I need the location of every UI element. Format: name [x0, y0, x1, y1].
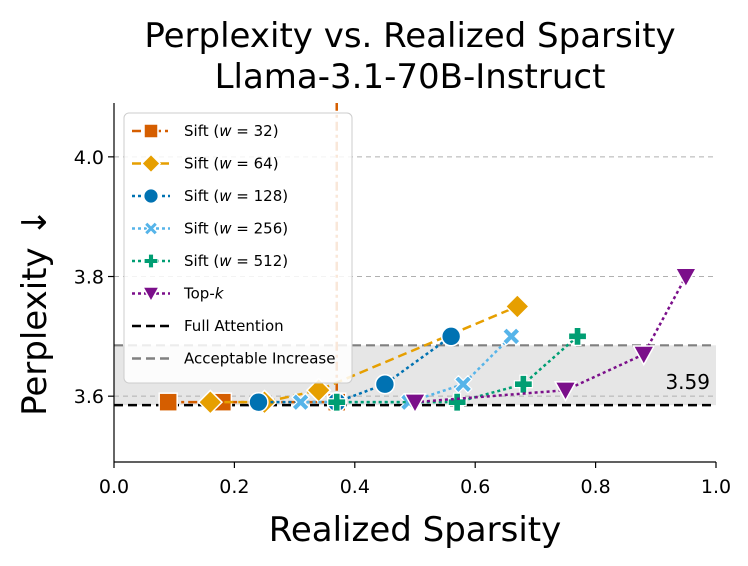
legend-label-0: Sift (w = 32) — [184, 122, 279, 140]
data-point-5-3 — [674, 267, 698, 289]
legend-marker-1 — [140, 153, 162, 174]
legend-marker-2 — [142, 187, 160, 205]
data-point-2-3 — [440, 326, 462, 347]
legend-marker-0 — [143, 123, 159, 139]
series-line-1 — [210, 305, 518, 404]
x-tick-label-2: 0.4 — [340, 476, 370, 498]
series-2 — [258, 335, 452, 404]
annotation-label: 3.59 — [665, 370, 710, 394]
x-axis-label: Realized Sparsity — [269, 510, 562, 550]
plot-area: 0.0 0.2 0.4 0.6 0.8 1.0 3.6 3.8 4.0 3.59 Sift (w =… — [74, 103, 731, 498]
series-line-5 — [414, 275, 687, 404]
legend-label-6: Full Attention — [184, 317, 284, 335]
data-point-5-2 — [632, 345, 656, 367]
chart-title: Perplexity vs. Realized Sparsity — [144, 16, 675, 56]
legend-marker-5 — [141, 286, 161, 304]
data-point-3-3 — [501, 326, 521, 346]
legend-marker-4 — [143, 253, 159, 269]
data-point-2-2 — [374, 374, 396, 395]
legend-box — [123, 112, 353, 384]
series-line-4 — [336, 335, 579, 404]
y-tick-label-0: 3.6 — [74, 386, 104, 408]
series-4 — [336, 335, 579, 404]
data-point-0-0 — [158, 392, 178, 412]
x-tick-label-5: 1.0 — [701, 476, 731, 498]
y-tick-label-1: 3.8 — [74, 267, 104, 289]
chart-subtitle: Llama-3.1-70B-Instruct — [215, 57, 606, 97]
series-markers-5 — [403, 267, 698, 415]
data-point-3-2 — [453, 374, 473, 394]
data-point-1-3 — [504, 293, 531, 320]
legend-label-7: Acceptable Increase — [184, 350, 335, 368]
legend-label-3: Sift (w = 256) — [184, 220, 288, 238]
series-1 — [210, 305, 518, 404]
data-point-4-2 — [513, 374, 533, 394]
series-5 — [414, 275, 687, 404]
data-point-4-0 — [327, 392, 347, 412]
data-point-3-0 — [291, 392, 311, 412]
legend-marker-3 — [143, 221, 159, 236]
series-line-2 — [258, 335, 452, 404]
x-tick-label-4: 0.8 — [580, 476, 610, 498]
series-0 — [168, 103, 338, 404]
data-point-2-0 — [248, 391, 269, 413]
data-point-1-0 — [197, 389, 224, 415]
x-tick-label-0: 0.0 — [99, 476, 129, 498]
legend-label-4: Sift (w = 512) — [184, 252, 288, 270]
y-tick-label-2: 4.0 — [74, 147, 104, 169]
x-tick-label-1: 0.2 — [219, 476, 249, 498]
series-line-0 — [168, 103, 338, 404]
series-markers-3 — [291, 326, 521, 412]
series-markers-1 — [197, 293, 531, 415]
data-point-5-1 — [553, 381, 578, 403]
legend-label-5: Top-k — [183, 285, 225, 303]
data-point-4-3 — [567, 326, 588, 346]
legend-label-1: Sift (w = 64) — [184, 155, 279, 173]
legend: Sift (w = 32) Sift (w = 64) Sift (w = 128)… — [123, 112, 353, 384]
y-axis-label: Perplexity ↓ — [15, 208, 55, 416]
series-markers-4 — [327, 326, 588, 412]
x-tick-label-3: 0.6 — [460, 476, 490, 498]
legend-label-2: Sift (w = 128) — [184, 187, 288, 205]
data-point-5-0 — [403, 393, 427, 415]
data-point-4-1 — [447, 392, 467, 412]
